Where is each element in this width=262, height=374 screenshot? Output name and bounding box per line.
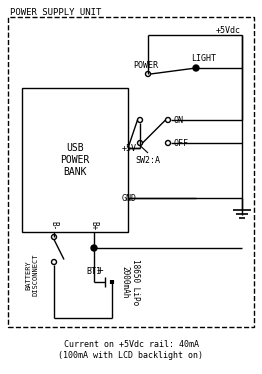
Text: OFF: OFF bbox=[173, 138, 188, 147]
Text: POWER: POWER bbox=[133, 61, 158, 70]
Text: USB
POWER
BANK: USB POWER BANK bbox=[60, 143, 90, 177]
Text: 18650 LiPo
2000mAh: 18650 LiPo 2000mAh bbox=[120, 259, 140, 305]
Text: SW2:A: SW2:A bbox=[135, 156, 160, 165]
Text: +: + bbox=[97, 265, 103, 275]
Text: +5V: +5V bbox=[122, 144, 137, 153]
Text: BATTERY
DISCONNECT: BATTERY DISCONNECT bbox=[25, 254, 39, 296]
Text: ON: ON bbox=[173, 116, 183, 125]
Text: BT1: BT1 bbox=[86, 267, 101, 276]
Text: LIGHT: LIGHT bbox=[191, 53, 216, 62]
Text: POWER SUPPLY UNIT: POWER SUPPLY UNIT bbox=[10, 7, 101, 16]
Text: B-: B- bbox=[50, 221, 58, 231]
Text: Current on +5Vdc rail: 40mA
(100mA with LCD backlight on): Current on +5Vdc rail: 40mA (100mA with … bbox=[58, 340, 204, 360]
Circle shape bbox=[91, 245, 97, 251]
Circle shape bbox=[193, 65, 199, 71]
Text: B+: B+ bbox=[90, 221, 99, 231]
Text: +5Vdc: +5Vdc bbox=[216, 25, 241, 34]
Text: GND: GND bbox=[122, 193, 137, 202]
Bar bbox=[22, 88, 128, 232]
Bar bbox=[8, 17, 254, 327]
